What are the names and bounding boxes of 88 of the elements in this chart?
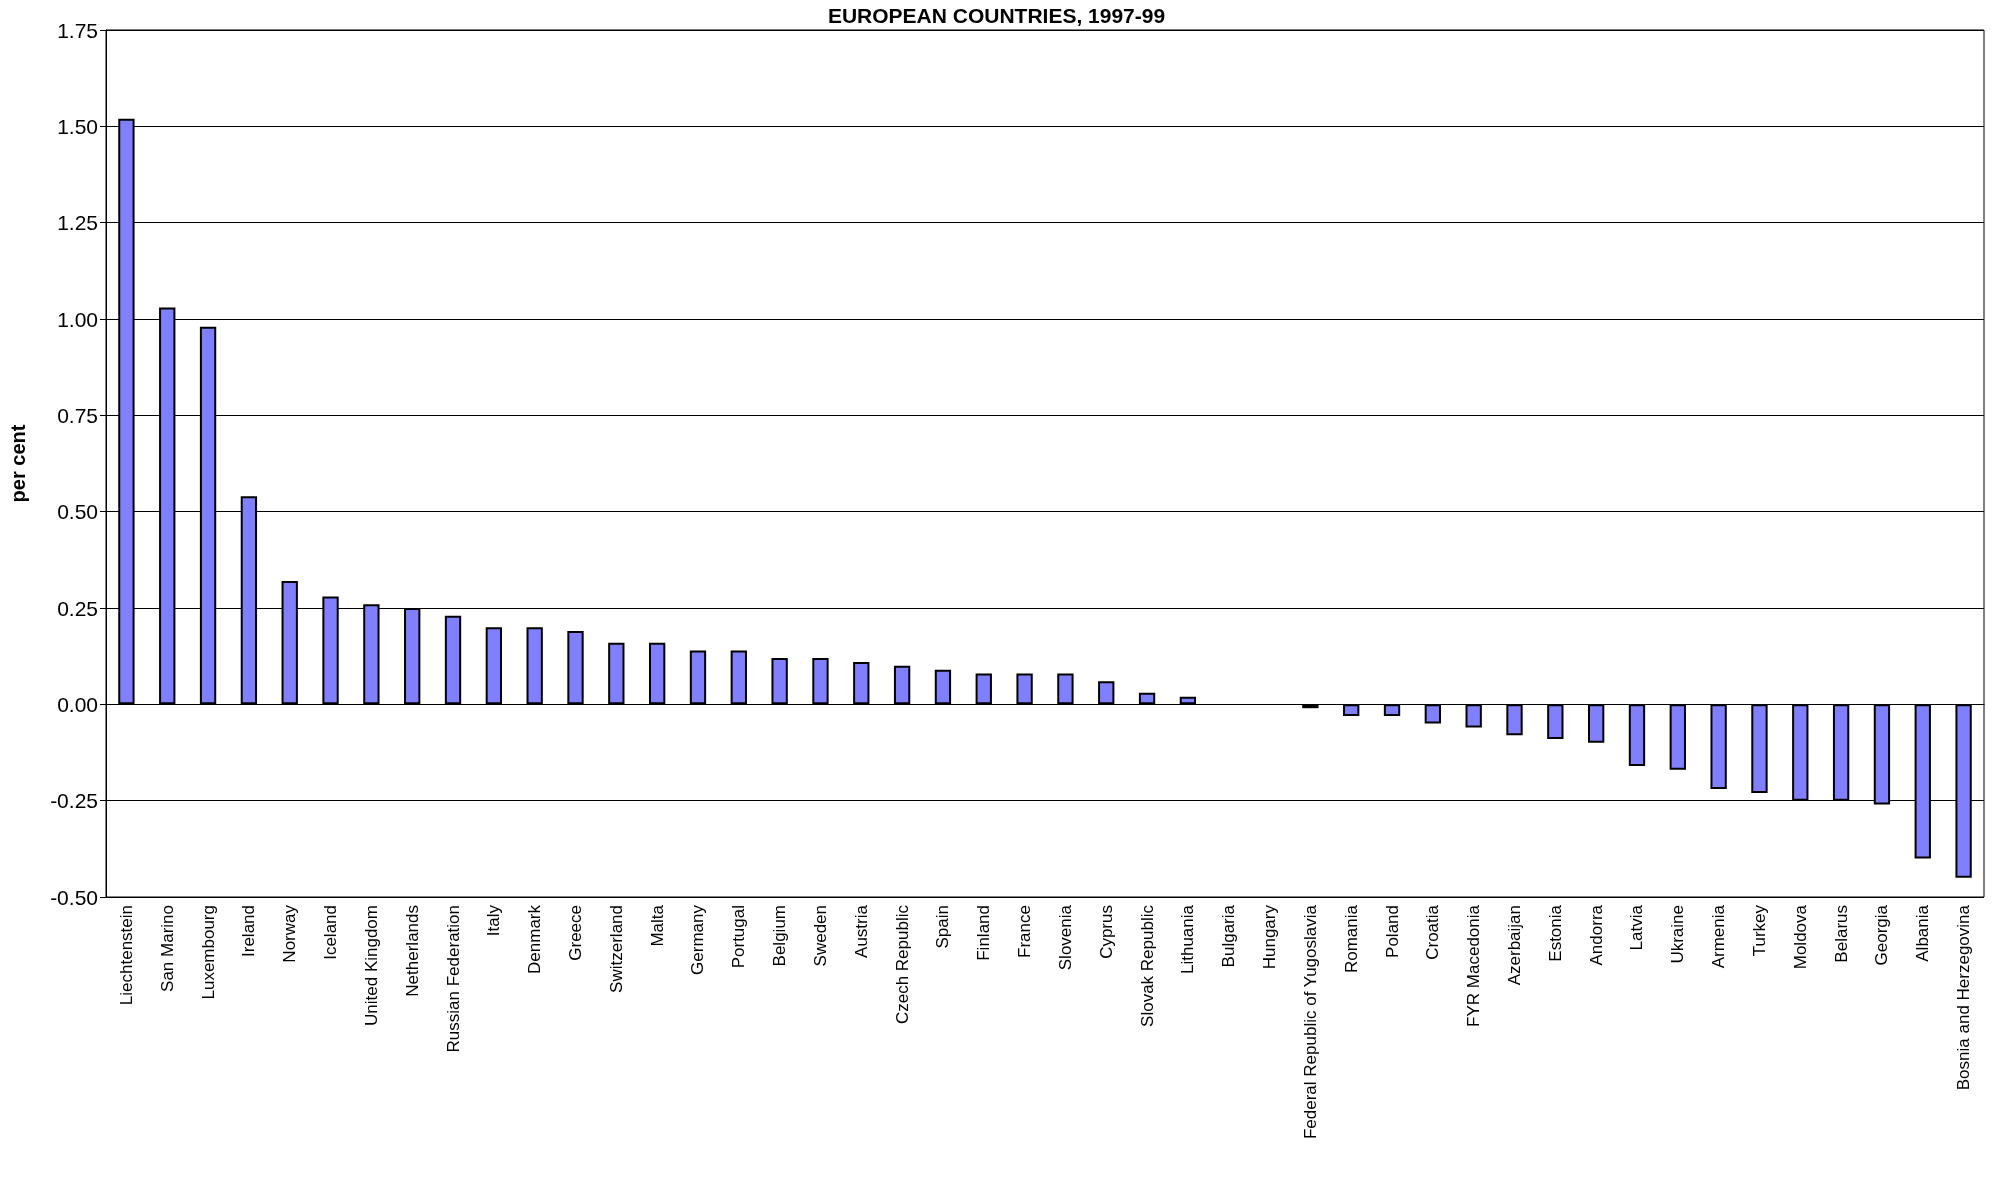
x-tick-label: Denmark [525, 904, 545, 974]
y-axis-title: per cent [7, 424, 29, 503]
bar [771, 658, 788, 705]
x-tick-label: Armenia [1709, 904, 1729, 969]
x-tick-label: Ukraine [1668, 905, 1688, 964]
bar [975, 673, 992, 705]
y-tick-label: 0.25 [57, 596, 98, 620]
bar [1383, 704, 1401, 716]
x-tick-label: Czech Republic [892, 904, 912, 1025]
x-tick-label: Netherlands [402, 905, 422, 997]
bar [812, 658, 829, 705]
bar [730, 650, 747, 705]
x-tick-label: Greece [566, 905, 585, 961]
x-tick-label: United Kingdom [361, 905, 381, 1026]
bar [1587, 704, 1605, 743]
x-tick-label: Ireland [239, 905, 259, 957]
x-tick-label: Portugal [729, 905, 749, 969]
bar [1751, 704, 1768, 793]
bar [1547, 704, 1564, 740]
bar [444, 615, 462, 705]
x-tick-label: Lithuania [1178, 904, 1198, 975]
bar [934, 669, 952, 705]
x-tick-label: Spain [933, 905, 953, 949]
x-tick-label: Iceland [321, 905, 341, 960]
x-tick-label: France [1015, 905, 1035, 958]
x-tick-label: Azerbaijan [1505, 905, 1524, 986]
x-tick-label: Albania [1913, 904, 1933, 962]
x-tick-label: Luxembourg [198, 905, 218, 1000]
x-tick-label: Andorra [1586, 904, 1606, 966]
x-tick-label: Belgium [770, 905, 790, 967]
bar [567, 631, 584, 705]
x-tick-label: Switzerland [606, 905, 626, 993]
x-tick-label: Finland [974, 905, 994, 961]
x-tick-label: Federal Republic of Yugoslavia [1300, 904, 1320, 1140]
y-tick-label: 0.50 [57, 500, 98, 524]
x-tick-label: Russian Federation [443, 905, 463, 1053]
x-tick-label: Bulgaria [1219, 904, 1239, 968]
x-tick-label: Moldova [1790, 904, 1810, 970]
x-tick-label: Slovenia [1055, 904, 1075, 971]
x-tick-label: Georgia [1872, 904, 1892, 966]
x-tick-label: San Marino [157, 905, 177, 992]
y-tick-label: 1.75 [57, 18, 98, 42]
y-tick-label: 0.75 [57, 403, 98, 427]
bar [1424, 704, 1442, 724]
x-tick-label: Sweden [810, 905, 830, 967]
y-tick-label: -0.50 [50, 885, 98, 909]
x-tick-label: Romania [1341, 904, 1361, 974]
x-tick-label: FYR Macedonia [1464, 904, 1484, 1027]
bar [1506, 704, 1523, 736]
x-tick-label: Estonia [1545, 904, 1565, 962]
bar [485, 627, 503, 705]
x-tick-label: Norway [280, 904, 300, 963]
x-tick-label: Turkey [1749, 904, 1769, 957]
chart-title: EUROPEAN COUNTRIES, 1997-99 [827, 4, 1166, 27]
bar [1138, 692, 1156, 705]
x-tick-label: Malta [647, 904, 667, 947]
x-tick-label: Italy [484, 904, 504, 937]
y-tick-label: 1.25 [57, 211, 98, 235]
x-tick-label: Croatia [1423, 904, 1443, 960]
x-tick-label: Cyprus [1096, 905, 1116, 959]
bar [1628, 704, 1646, 766]
bar [1179, 696, 1197, 705]
x-tick-label: Slovak Republic [1137, 904, 1157, 1027]
x-tick-label: Belarus [1831, 905, 1851, 963]
bar [1343, 704, 1360, 716]
bar [1016, 673, 1033, 705]
x-tick-label: Bosnia and Herzegovina [1954, 904, 1974, 1091]
x-tick-label: Liechtenstein [116, 905, 136, 1006]
bar [853, 661, 870, 705]
y-tick-label: 1.50 [57, 114, 98, 138]
bar [1057, 673, 1074, 705]
bar [1710, 704, 1727, 790]
bar [1669, 704, 1686, 770]
bar [1098, 681, 1115, 705]
x-tick-label: Poland [1382, 905, 1402, 958]
bar [526, 627, 543, 705]
bar [1465, 704, 1482, 728]
x-tick-label: Germany [688, 904, 708, 975]
y-tick-label: -0.25 [50, 789, 98, 813]
x-tick-label: Austria [851, 904, 871, 958]
x-tick-label: Latvia [1627, 904, 1647, 951]
bar [648, 642, 666, 705]
y-tick-label: 0.00 [57, 692, 98, 716]
bar [893, 665, 911, 705]
bar [608, 642, 625, 705]
bar [689, 650, 707, 705]
y-tick-label: 1.00 [57, 307, 98, 331]
x-tick-label: Hungary [1260, 904, 1280, 970]
